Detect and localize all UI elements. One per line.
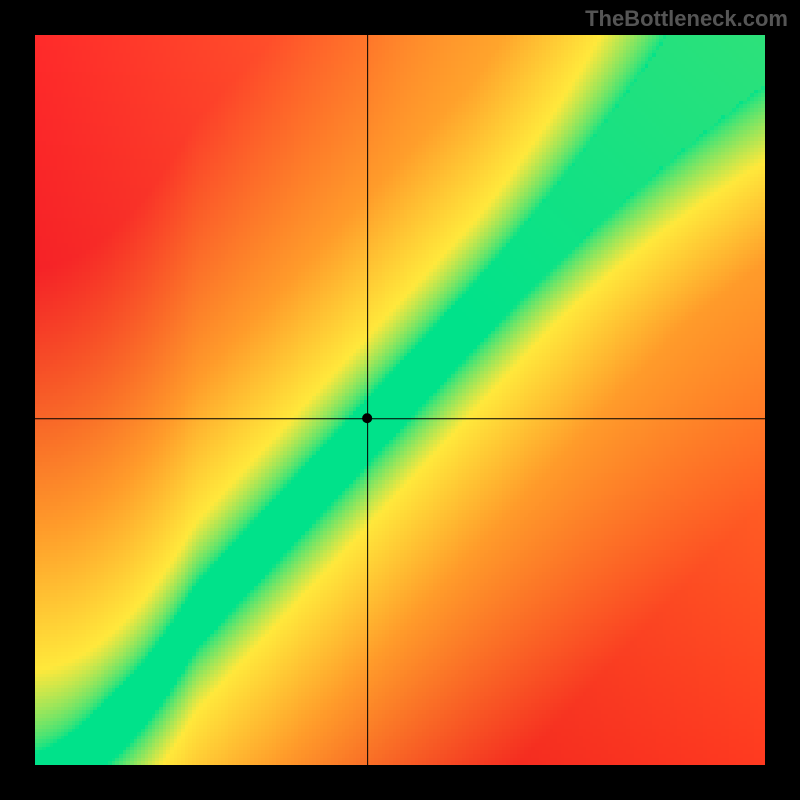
watermark-text: TheBottleneck.com xyxy=(585,6,788,32)
chart-container: TheBottleneck.com xyxy=(0,0,800,800)
bottleneck-heatmap xyxy=(35,35,765,765)
